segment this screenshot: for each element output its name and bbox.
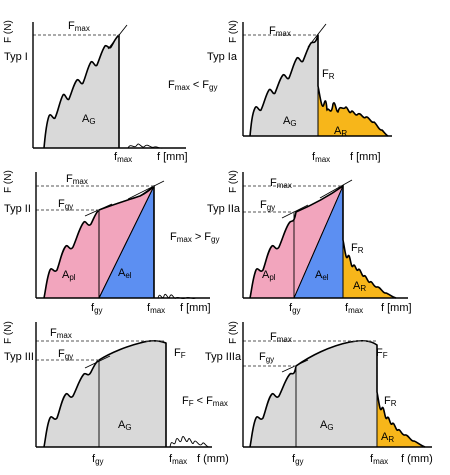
load-curve: [249, 339, 426, 448]
fmax-label: Fmax: [50, 327, 72, 340]
slope-line: [127, 180, 165, 200]
ag-label: AG: [283, 115, 297, 128]
fr-label: FR: [351, 242, 364, 255]
fmax-label: Fmax: [68, 20, 90, 33]
slope-line: [319, 179, 353, 199]
condition-ff-lt-fmax: FF < Fmax: [182, 395, 228, 408]
y-axis-label: F (N): [3, 321, 14, 344]
ag-area: [43, 34, 120, 149]
elastic-line: [293, 185, 344, 299]
ag-label: AG: [118, 419, 132, 432]
y-axis-label: F (N): [228, 170, 239, 193]
panel-typ-3a: F (N) Typ IIIa Fmax Fgy FF FR AG AR fgy …: [205, 321, 433, 466]
x-axis-label: f [mm]: [350, 151, 381, 163]
residual-tail: [127, 143, 164, 149]
type-label: Typ IIIa: [205, 351, 242, 363]
residual-tail: [169, 436, 211, 448]
type-label: Typ IIa: [207, 203, 241, 215]
fmax-tick: fmax: [114, 151, 132, 164]
x-axis-label: f [mm]: [180, 302, 211, 314]
type-label: Typ Ia: [207, 51, 238, 63]
fmax-tick: fmax: [370, 453, 388, 466]
condition-fmax-gt-fgy: Fmax > Fgy: [170, 231, 219, 244]
ag-label: AG: [320, 419, 334, 432]
panel-typ-3: F (N) Typ III Fmax Fgy FF AG fgy fmax f …: [3, 321, 229, 466]
fgy-tick: fgy: [289, 302, 301, 315]
tangent-fgy: [281, 204, 309, 219]
ar-label: AR: [381, 431, 394, 444]
fmax-label: Fmax: [270, 331, 292, 344]
ff-label: FF: [376, 347, 388, 360]
ff-label: FF: [174, 347, 186, 360]
panel-typ-1a: F (N) Typ Ia Fmax FR AG AR fmax f [mm]: [207, 20, 392, 164]
fmax-tick: fmax: [147, 302, 165, 315]
elastic-line: [98, 185, 155, 299]
apl-label: Apl: [62, 269, 76, 282]
load-curve: [43, 34, 120, 149]
fmax-label: Fmax: [270, 177, 292, 190]
fmax-label: Fmax: [269, 25, 291, 38]
y-axis-label: F (N): [228, 321, 239, 344]
slope-line: [107, 24, 128, 50]
fgy-label: Fgy: [260, 199, 275, 212]
ag-label: AG: [82, 113, 96, 126]
fgy-tick: fgy: [92, 453, 104, 466]
y-axis-label: F (N): [3, 20, 14, 43]
condition-fmax-lt-fgy: Fmax < Fgy: [168, 79, 217, 92]
type-label: Typ I: [4, 51, 28, 63]
fgy-label: Fgy: [58, 198, 73, 211]
x-axis-label: f (mm): [401, 453, 433, 465]
panel-typ-2: F (N) Typ II Fmax Fgy Apl Ael fgy fmax f…: [3, 170, 211, 315]
slope-line: [307, 23, 327, 48]
fmax-tick: fmax: [345, 302, 363, 315]
type-label: Typ III: [4, 351, 34, 363]
apl-label: Apl: [262, 269, 276, 282]
panel-typ-2a: F (N) Typ IIa Fmax Fgy FR Apl Ael AR fgy…: [207, 170, 412, 315]
load-curve: [249, 185, 397, 299]
fgy-label: Fgy: [58, 348, 73, 361]
y-axis-label: F (N): [228, 20, 239, 43]
y-axis-label: F (N): [3, 170, 14, 193]
type-label: Typ II: [4, 203, 31, 215]
ar-label: AR: [334, 125, 347, 138]
tangent-fgy: [84, 355, 111, 369]
fr-label: FR: [322, 68, 335, 81]
x-axis-label: f [mm]: [381, 302, 412, 314]
ar-label: AR: [353, 280, 366, 293]
fgy-tick: fgy: [292, 453, 304, 466]
fgy-tick: fgy: [91, 302, 103, 315]
load-curve: [249, 34, 389, 137]
ael-label: Ael: [118, 267, 132, 280]
load-curve: [43, 339, 167, 448]
panel-typ-1: F (N) Typ I Fmax AG fmax f [mm]: [3, 20, 188, 164]
load-curve: [43, 185, 155, 299]
fmax-tick: fmax: [312, 151, 330, 164]
x-axis-label: f (mm): [197, 453, 229, 465]
fmax-label: Fmax: [66, 173, 88, 186]
fgy-label: Fgy: [259, 351, 274, 364]
x-axis-label: f [mm]: [157, 151, 188, 163]
fmax-tick: fmax: [169, 453, 187, 466]
ael-label: Ael: [315, 269, 329, 282]
fr-label: FR: [384, 395, 397, 408]
